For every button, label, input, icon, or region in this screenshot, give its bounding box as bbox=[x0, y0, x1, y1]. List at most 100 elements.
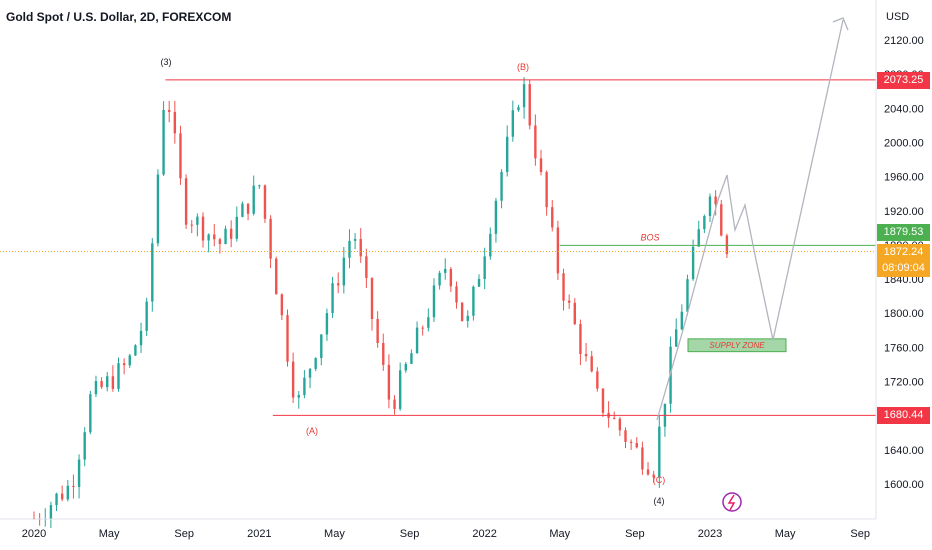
candle-body bbox=[196, 216, 199, 225]
candle-body bbox=[213, 234, 216, 240]
candle-body bbox=[331, 283, 334, 314]
candle-body bbox=[168, 109, 171, 112]
candle-body bbox=[427, 317, 430, 328]
x-tick-label: Sep bbox=[400, 528, 420, 540]
candle-body bbox=[89, 394, 92, 433]
projection-arrowhead bbox=[832, 17, 849, 31]
candle-body bbox=[703, 216, 706, 230]
candle-body bbox=[697, 229, 700, 247]
bos-label: BOS bbox=[640, 232, 659, 242]
candle-body bbox=[111, 376, 115, 389]
candle-body bbox=[646, 469, 650, 475]
candle-body bbox=[291, 361, 295, 398]
candle-body bbox=[613, 417, 616, 419]
candle-body bbox=[94, 381, 98, 395]
candle-body bbox=[353, 238, 357, 241]
bos-level-tag: 1879.53 bbox=[877, 224, 930, 241]
wave-4-label: (4) bbox=[654, 496, 665, 506]
candle-body bbox=[156, 174, 160, 244]
candle-body bbox=[382, 342, 385, 365]
candle-body bbox=[387, 364, 391, 400]
wave-3-label: (3) bbox=[161, 57, 172, 67]
bottom-level-tag: 1680.44 bbox=[877, 407, 930, 424]
candle-body bbox=[72, 485, 75, 487]
candle-body bbox=[77, 459, 81, 487]
y-tick-label: 1920.00 bbox=[884, 206, 924, 218]
candle-body bbox=[184, 178, 188, 225]
candle-body bbox=[376, 319, 379, 343]
candle-body bbox=[455, 286, 458, 303]
x-tick-label: Sep bbox=[850, 528, 870, 540]
currency-label: USD bbox=[886, 11, 909, 23]
candle-body bbox=[173, 111, 177, 134]
candle-body bbox=[421, 327, 424, 329]
candle-body bbox=[494, 200, 498, 234]
x-tick-label: 2022 bbox=[472, 528, 496, 540]
candle-body bbox=[314, 358, 317, 369]
y-tick-label: 1760.00 bbox=[884, 342, 924, 354]
candle-body bbox=[229, 228, 233, 239]
projection-path bbox=[726, 19, 844, 341]
candle-body bbox=[562, 273, 565, 301]
candle-body bbox=[100, 381, 103, 388]
wave-a-label: (A) bbox=[306, 426, 318, 436]
x-tick-label: 2021 bbox=[247, 528, 271, 540]
candle-body bbox=[151, 243, 154, 302]
candle-body bbox=[415, 327, 419, 354]
candle-body bbox=[269, 218, 272, 259]
candle-body bbox=[393, 399, 396, 409]
y-tick-label: 1600.00 bbox=[884, 479, 924, 491]
candle-body bbox=[460, 302, 464, 321]
y-tick-label: 1840.00 bbox=[884, 274, 924, 286]
y-tick-label: 2040.00 bbox=[884, 103, 924, 115]
x-tick-label: Sep bbox=[174, 528, 194, 540]
candle-body bbox=[517, 107, 520, 111]
candle-body bbox=[500, 171, 503, 201]
candle-body bbox=[680, 311, 684, 330]
y-tick-label: 1960.00 bbox=[884, 172, 924, 184]
candle-body bbox=[49, 505, 53, 519]
candle-body bbox=[556, 227, 560, 274]
y-tick-label: 2000.00 bbox=[884, 137, 924, 149]
countdown-tag: 08:09:04 bbox=[877, 260, 930, 277]
candle-body bbox=[444, 268, 447, 273]
candle-body bbox=[280, 294, 284, 316]
candle-body bbox=[545, 172, 548, 208]
candle-body bbox=[714, 196, 717, 205]
projection-overlay: SUPPLY ZONE BOS (3) (B) (A) (C) (4) bbox=[161, 17, 849, 512]
candle-body bbox=[145, 301, 148, 331]
candle-body bbox=[539, 158, 543, 173]
lightning-icon bbox=[722, 492, 742, 512]
candle-body bbox=[466, 315, 469, 321]
candle-body bbox=[365, 256, 368, 279]
candle-body bbox=[691, 246, 695, 280]
candles bbox=[32, 77, 729, 529]
candle-body bbox=[596, 371, 599, 389]
candle-body bbox=[449, 268, 453, 287]
candle-body bbox=[573, 302, 576, 325]
candle-body bbox=[658, 426, 661, 478]
candle-body bbox=[286, 315, 289, 362]
candle-body bbox=[601, 388, 605, 413]
candle-body bbox=[122, 363, 126, 366]
candle-body bbox=[686, 279, 689, 312]
chart-title: Gold Spot / U.S. Dollar, 2D, FOREXCOM bbox=[6, 10, 232, 24]
candle-body bbox=[60, 493, 64, 500]
candle-body bbox=[263, 185, 267, 219]
candle-body bbox=[325, 313, 329, 335]
candle-body bbox=[303, 377, 306, 396]
candle-body bbox=[579, 324, 582, 355]
candle-body bbox=[190, 224, 193, 226]
wave-b-label: (B) bbox=[517, 62, 529, 72]
candle-body bbox=[207, 234, 210, 241]
candle-body bbox=[241, 203, 244, 217]
candle-body bbox=[641, 447, 644, 470]
candle-body bbox=[528, 84, 531, 126]
x-tick-label: 2020 bbox=[22, 528, 46, 540]
candle-body bbox=[252, 185, 255, 214]
candle-body bbox=[258, 185, 261, 187]
candle-body bbox=[618, 418, 622, 431]
candle-body bbox=[725, 235, 729, 255]
candle-body bbox=[224, 228, 227, 245]
